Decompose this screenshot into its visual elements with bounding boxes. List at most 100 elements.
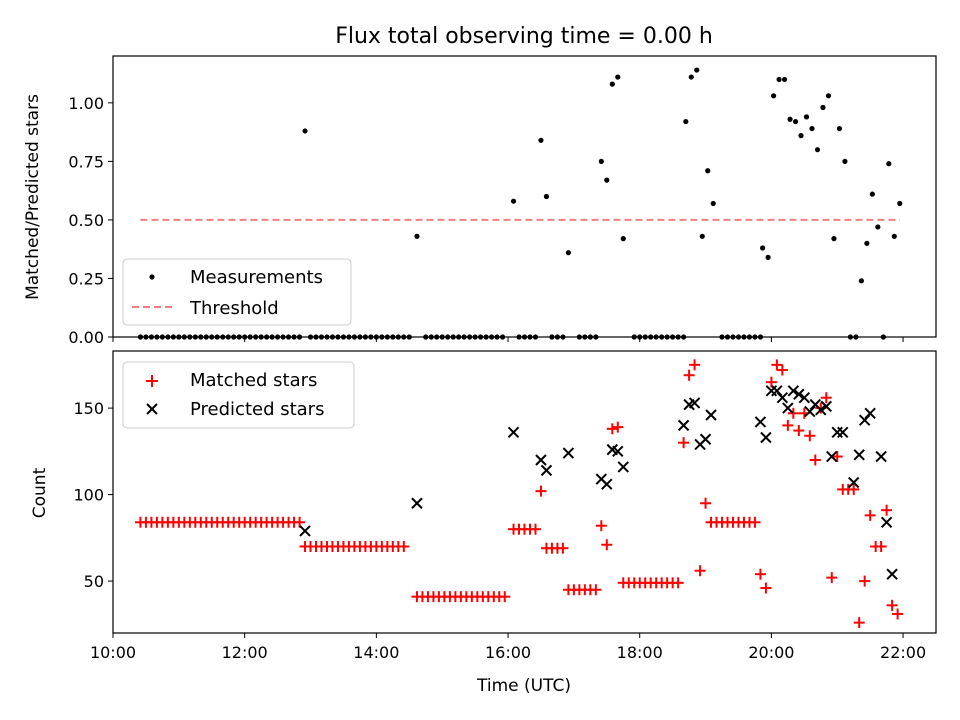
predicted-point-b (809, 398, 822, 411)
bottom-x-tick-label: 20:00 (748, 643, 794, 662)
predicted-point-b (820, 400, 832, 413)
predicted-point-b (606, 443, 618, 456)
predicted-point (617, 461, 629, 473)
legend-measurements-label: Measurements (190, 267, 323, 288)
measurement-point (770, 93, 777, 99)
predicted-point-b (612, 445, 624, 458)
predicted-point-b (754, 416, 767, 428)
predicted-point-b (798, 392, 811, 404)
matched-point (831, 451, 843, 463)
measurement-point (776, 76, 782, 83)
measurement-point (538, 137, 544, 143)
predicted-point-b (776, 392, 789, 404)
chart-title: Flux total observing time = 0.00 h (335, 24, 713, 49)
predicted-point (612, 445, 624, 458)
measurement-point (792, 118, 799, 125)
bottom-axes: 50 100 150 10:00 12:00 14:00 16:00 18:00 20:00 22… (73, 399, 926, 662)
top-y-tick-label: 1.00 (68, 94, 104, 113)
predicted-point (798, 392, 811, 404)
measurement-point (765, 254, 771, 260)
predicted-point-b (562, 447, 575, 459)
predicted-point (411, 497, 423, 509)
measurement-point (820, 104, 826, 111)
measurement-point (543, 193, 550, 200)
measurement-point (760, 245, 766, 251)
predicted-point-b (411, 497, 423, 509)
predicted-point (804, 405, 816, 418)
predicted-point (562, 447, 575, 459)
predicted-point-b (864, 407, 876, 419)
top-y-tick-label: 0.00 (68, 328, 104, 347)
matched-point (875, 540, 887, 552)
predicted-point (782, 402, 794, 414)
bottom-x-tick-label: 10:00 (90, 643, 136, 662)
matched-point (683, 369, 695, 381)
measurement-point (604, 177, 610, 183)
matched-point (689, 359, 701, 371)
measurement-point (814, 147, 821, 153)
matched-point (859, 575, 871, 587)
predicted-point-b (837, 426, 849, 439)
bottom-legend: Matched stars Predicted stars (122, 361, 355, 429)
measurement-point (302, 128, 308, 134)
bottom-marks (134, 359, 904, 629)
predicted-point (688, 397, 701, 409)
predicted-point-b (793, 388, 805, 400)
predicted-point (787, 385, 800, 397)
matched-point (804, 430, 816, 442)
matched-point (700, 497, 712, 509)
top-y-axis-label: Matched/Predicted stars (23, 94, 43, 300)
measurement-point (803, 114, 810, 120)
matched-point (776, 364, 788, 376)
bottom-x-tick-label: 16:00 (485, 643, 531, 662)
measurement-point (798, 133, 804, 139)
bottom-x-tick-label: 14:00 (353, 643, 399, 662)
legend-predicted-marker (146, 403, 158, 415)
predicted-point-b (595, 473, 608, 485)
measurement-point (615, 74, 621, 80)
bottom-y-tick-label: 150 (73, 399, 104, 418)
top-axes: 0.00 0.25 0.50 0.75 1.00 (68, 94, 904, 347)
matched-point (398, 540, 410, 552)
measurement-point (869, 191, 875, 197)
predicted-point (540, 464, 553, 477)
matched-point (590, 584, 602, 596)
predicted-point (875, 450, 887, 463)
predicted-point-b (787, 385, 800, 397)
predicted-point (826, 450, 838, 463)
predicted-point-b (540, 464, 553, 477)
measurement-point (705, 168, 711, 174)
predicted-point (760, 431, 772, 444)
predicted-point-b (875, 450, 887, 463)
predicted-point-b (535, 454, 547, 466)
matched-point (765, 376, 777, 388)
measurement-point (609, 81, 615, 87)
predicted-point (858, 414, 871, 426)
predicted-point (880, 516, 893, 528)
predicted-point-b (853, 449, 865, 461)
predicted-point (299, 525, 311, 537)
matched-point (853, 617, 865, 629)
predicted-point (815, 404, 827, 416)
matched-point (601, 539, 613, 551)
legend-measurements-marker (149, 274, 155, 280)
x-axis-label: Time (UTC) (476, 676, 571, 696)
bottom-y-axis-label: Count (30, 467, 50, 518)
predicted-point-b (782, 402, 794, 414)
predicted-point-b (847, 476, 860, 489)
bottom-panel: 50 100 150 10:00 12:00 14:00 16:00 18:00 20:00 22… (30, 350, 937, 696)
matched-point (672, 577, 684, 589)
bottom-legend-box (122, 361, 355, 429)
predicted-point-b (804, 405, 816, 418)
measurement-point (891, 233, 897, 239)
legend-threshold-label: Threshold (189, 298, 279, 319)
matched-point (749, 516, 761, 528)
bottom-y-tick-label: 100 (73, 486, 104, 505)
predicted-point-b (760, 431, 772, 444)
matched-point (754, 568, 766, 580)
predicted-point-b (601, 478, 613, 490)
predicted-point-b (858, 414, 871, 426)
measurement-point (809, 125, 815, 132)
bottom-x-tick-label: 12:00 (222, 643, 268, 662)
